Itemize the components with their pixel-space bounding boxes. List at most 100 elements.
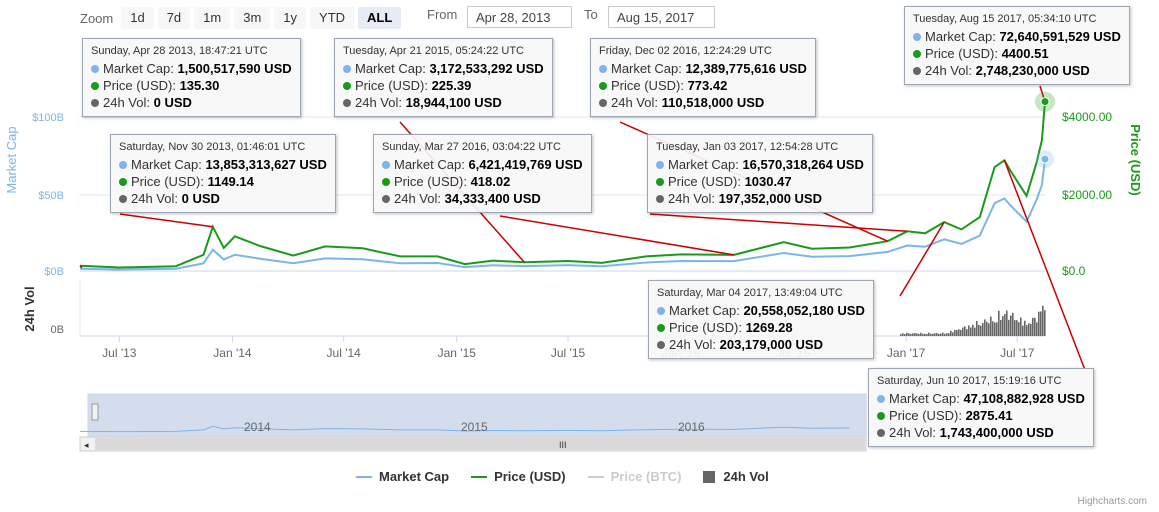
volume-bar xyxy=(1012,312,1014,336)
volume-bar xyxy=(942,332,944,336)
price-dot-icon xyxy=(877,412,885,420)
tooltip-volume: 18,944,100 USD xyxy=(405,95,502,110)
left-tick-label: $0B xyxy=(44,266,64,278)
legend-item-price-usd[interactable]: Price (USD) xyxy=(471,469,566,484)
navigator-year-label: 2014 xyxy=(244,420,271,434)
tooltip-label: 24h Vol: xyxy=(394,191,441,206)
zoom-1y-button[interactable]: 1y xyxy=(274,7,307,29)
tooltip-date: Saturday, Nov 30 2013, 01:46:01 UTC xyxy=(119,141,306,153)
tooltip-price: 135.30 xyxy=(179,78,220,93)
tooltip-date: Sunday, Mar 27 2016, 03:04:22 UTC xyxy=(382,141,561,153)
tooltip-price: 4400.51 xyxy=(1001,46,1049,61)
tooltip: Saturday, Nov 30 2013, 01:46:01 UTC Mark… xyxy=(110,134,336,213)
volume-bar xyxy=(960,329,962,336)
from-label: From xyxy=(427,7,458,22)
tooltip-price: 1149.14 xyxy=(207,174,254,189)
volume-dot-icon xyxy=(343,99,351,107)
market-cap-dot-icon xyxy=(657,307,665,315)
credits-link[interactable]: Highcharts.com xyxy=(1077,496,1147,507)
tooltip-market-cap: 47,108,882,928 USD xyxy=(963,391,1085,406)
zoom-1m-button[interactable]: 1m xyxy=(194,7,231,29)
tooltip-label: Market Cap: xyxy=(355,61,426,76)
navigator-handle-left[interactable] xyxy=(91,403,99,421)
volume-bar xyxy=(988,323,990,336)
volume-bar xyxy=(912,333,914,336)
x-tick-label: Jul '14 xyxy=(327,346,362,360)
volume-bar xyxy=(932,333,934,336)
tooltip-connector xyxy=(79,265,83,269)
volume-bar xyxy=(930,333,932,336)
scroll-left-arrow-icon[interactable]: ◂ xyxy=(84,440,89,450)
price-usd-line xyxy=(79,101,1046,269)
volume-dot-icon xyxy=(91,99,99,107)
volume-bar xyxy=(926,333,928,336)
volume-bar xyxy=(1034,317,1036,336)
tooltip-volume: 110,518,000 USD xyxy=(661,95,765,110)
navigator-year-label: 2016 xyxy=(678,420,705,434)
volume-bar xyxy=(1030,324,1032,336)
volume-bar xyxy=(1028,323,1030,336)
tooltip-price: 1269.28 xyxy=(745,320,793,335)
tooltip-label: 24h Vol: xyxy=(669,337,716,352)
volume-bar xyxy=(976,320,978,336)
legend-line-swatch xyxy=(587,475,604,478)
tooltip-date: Friday, Dec 02 2016, 12:24:29 UTC xyxy=(599,45,772,57)
from-date-input[interactable]: Apr 28, 2013 xyxy=(467,6,572,28)
x-tick-label: Jul '15 xyxy=(551,346,586,360)
tooltip-volume: 2,748,230,000 USD xyxy=(975,63,1090,78)
zoom-7d-button[interactable]: 7d xyxy=(157,7,191,29)
price-dot-icon xyxy=(657,324,665,332)
zoom-1d-button[interactable]: 1d xyxy=(121,7,154,29)
volume-bar xyxy=(1018,322,1020,336)
tooltip-date: Tuesday, Jan 03 2017, 12:54:28 UTC xyxy=(656,141,839,153)
tooltip-label: Price (USD): xyxy=(131,174,204,189)
zoom-3m-button[interactable]: 3m xyxy=(234,7,271,29)
legend-item-market-cap[interactable]: Market Cap xyxy=(356,469,449,484)
volume-bar xyxy=(980,325,982,336)
tooltip-label: 24h Vol: xyxy=(131,191,178,206)
legend-item-volume[interactable]: 24h Vol xyxy=(703,469,769,484)
volume-bar xyxy=(954,329,956,336)
tooltip-label: Price (USD): xyxy=(394,174,467,189)
x-tick-label: Jul '13 xyxy=(102,346,137,360)
price-end-marker xyxy=(1040,97,1050,107)
volume-bar xyxy=(946,333,948,336)
tooltip-connector xyxy=(119,213,213,228)
market-cap-dot-icon xyxy=(913,33,921,41)
volume-bar xyxy=(984,319,986,336)
volume-series xyxy=(900,305,1046,336)
volume-bar xyxy=(1042,305,1044,336)
tooltip-connector xyxy=(1003,160,1086,371)
tooltip-label: 24h Vol: xyxy=(668,191,715,206)
volume-bar xyxy=(1022,325,1024,336)
legend: Market Cap Price (USD) Price (BTC) 24h V… xyxy=(356,469,791,484)
volume-bar xyxy=(1040,311,1042,336)
tooltip: Tuesday, Aug 15 2017, 05:34:10 UTC Marke… xyxy=(904,6,1130,85)
scrollbar-grip-icon[interactable]: III xyxy=(559,440,567,450)
zoom-all-button[interactable]: ALL xyxy=(358,7,402,29)
legend-item-price-btc[interactable]: Price (BTC) xyxy=(587,469,682,484)
volume-bar xyxy=(966,329,968,336)
volume-bar xyxy=(1010,315,1012,336)
zoom-ytd-button[interactable]: YTD xyxy=(310,7,355,29)
tooltip-price: 773.42 xyxy=(687,78,728,93)
tooltip-label: Price (USD): xyxy=(669,320,742,335)
legend-label: Price (BTC) xyxy=(610,469,682,484)
scrollbar-thumb[interactable] xyxy=(95,438,865,450)
x-tick-label: Jul '17 xyxy=(1000,346,1035,360)
to-label: To xyxy=(584,7,598,22)
price-dot-icon xyxy=(656,178,664,186)
market-cap-dot-icon xyxy=(382,161,390,169)
to-date-input[interactable]: Aug 15, 2017 xyxy=(608,6,715,28)
legend-line-swatch xyxy=(471,475,488,478)
volume-bar xyxy=(924,333,926,336)
tooltip-date: Sunday, Apr 28 2013, 18:47:21 UTC xyxy=(91,45,268,57)
range-selector: Zoom 1d 7d 1m 3m 1y YTD ALL xyxy=(80,6,405,30)
volume-bar xyxy=(922,333,924,336)
tooltip-label: 24h Vol: xyxy=(925,63,972,78)
x-tick-label: Jan '15 xyxy=(438,346,477,360)
volume-bar xyxy=(1020,317,1022,336)
navigator-year-label: 2015 xyxy=(461,420,488,434)
volume-bar xyxy=(1014,320,1016,336)
tooltip-label: Price (USD): xyxy=(355,78,428,93)
